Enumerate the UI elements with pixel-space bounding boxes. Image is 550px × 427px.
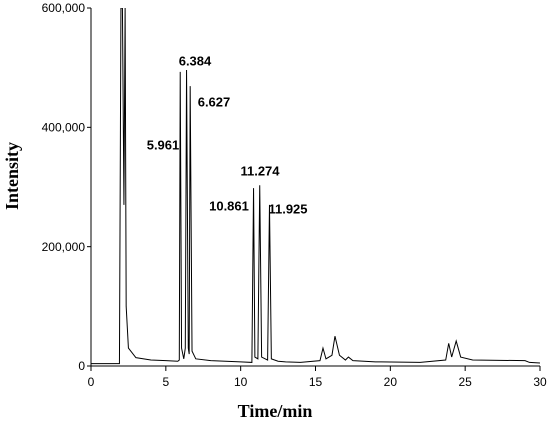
y-tick-label: 600,000 (42, 1, 86, 15)
peak-label: 6.384 (179, 53, 212, 68)
peak-label: 5.961 (147, 137, 180, 152)
peak-label: 11.274 (240, 163, 280, 178)
x-tick-label: 0 (88, 375, 95, 389)
peak-label: 11.925 (268, 201, 307, 216)
y-tick-label: 400,000 (42, 121, 86, 135)
x-tick-label: 20 (384, 375, 398, 389)
peak-label: 10.861 (209, 198, 249, 213)
x-tick-label: 25 (458, 375, 472, 389)
x-tick-label: 5 (162, 375, 169, 389)
x-tick-label: 15 (309, 375, 323, 389)
y-tick-label: 200,000 (42, 240, 86, 254)
y-axis-label: Intensity (2, 142, 22, 210)
x-tick-label: 10 (234, 375, 248, 389)
x-axis-label: Time/min (238, 401, 313, 421)
line (91, 8, 540, 365)
x-tick-label: 30 (533, 375, 547, 389)
peak-label: 6.627 (198, 94, 231, 109)
y-tick-label: 0 (78, 359, 85, 373)
